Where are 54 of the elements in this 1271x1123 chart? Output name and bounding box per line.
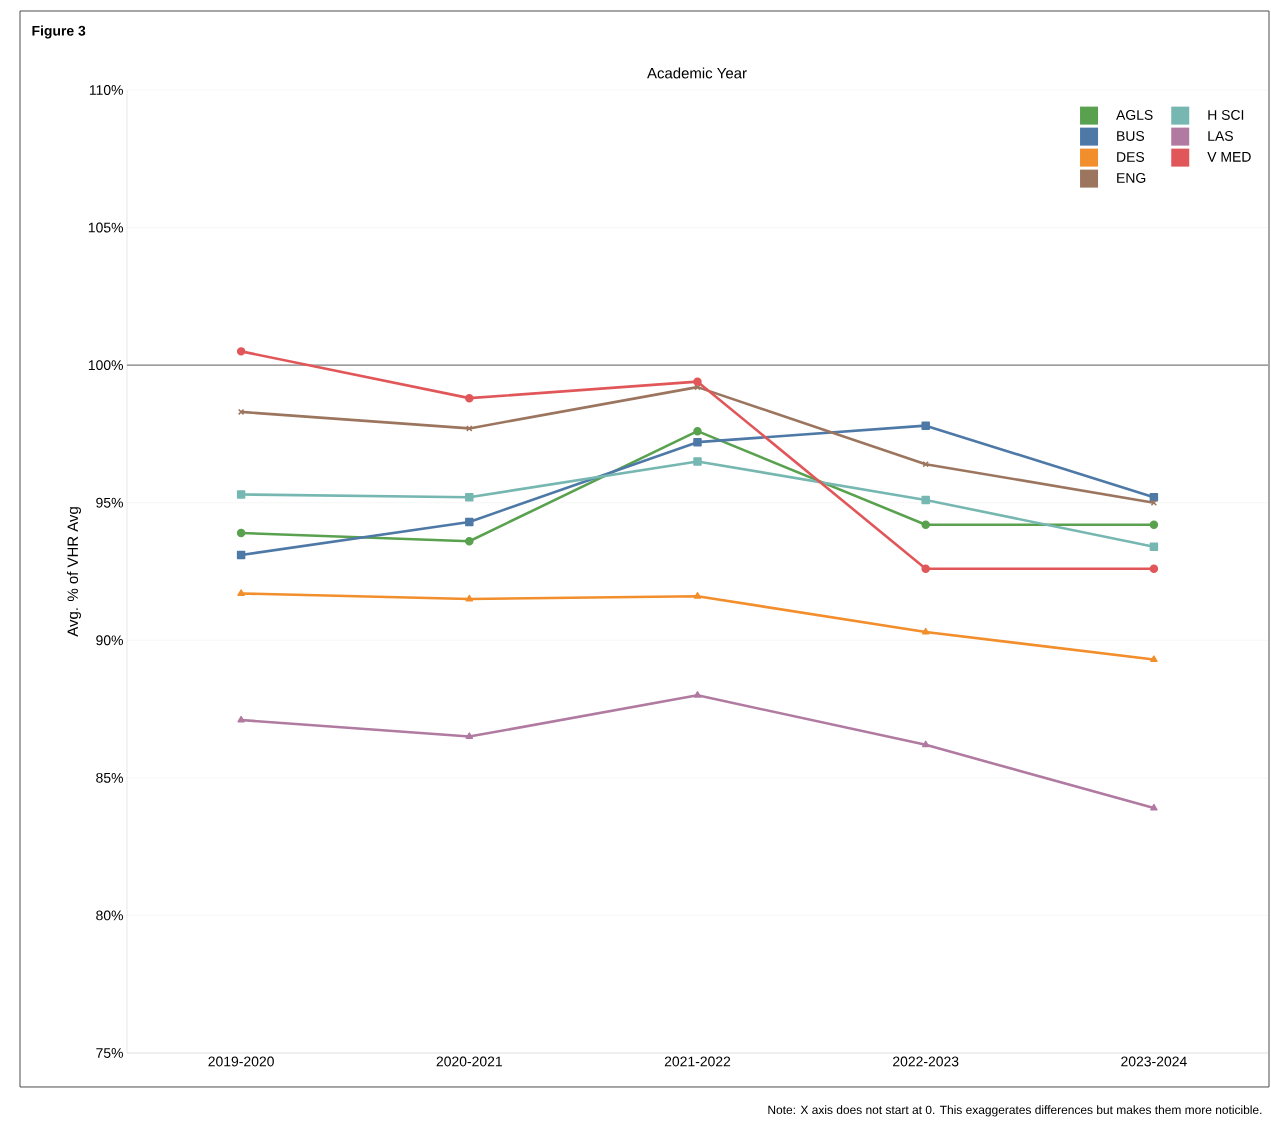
legend-label: DES [1117,151,1145,162]
x-tick-label: 2021-2022 [664,1056,731,1067]
x-tick-label: 2019-2020 [208,1056,274,1067]
chart-title: Figure 3 [32,25,86,39]
legend-label: AGLS [1116,109,1153,120]
point [236,490,246,499]
point [465,594,474,602]
x-tick-label: 2023-2024 [1121,1056,1187,1067]
legend-label: V MED [1207,152,1251,162]
point [465,732,474,740]
x-axis-title: Academic Year [647,67,747,79]
point [693,457,702,466]
point [1150,655,1158,663]
point [465,517,474,527]
point [693,377,702,386]
point [236,347,246,356]
legend-label: BUS [1117,130,1145,141]
y-axis-title: Avg. % of VHR Avg [67,507,81,637]
legend-label: H SCI [1208,109,1244,120]
point [465,536,474,546]
point [1149,520,1159,529]
point [237,589,245,596]
y-tick-label: 95% [96,497,123,508]
point [921,421,930,430]
point [236,550,246,560]
point [693,426,702,436]
point [1150,803,1158,811]
point [237,715,245,723]
point [236,528,246,538]
point [1149,564,1159,573]
point [693,437,702,447]
point [921,564,930,573]
point [237,408,245,416]
y-tick-label: 75% [96,1048,123,1058]
y-tick-label: 80% [96,910,123,921]
y-tick-label: 100% [88,360,123,371]
legend-label: ENG [1117,172,1146,183]
y-tick-label: 85% [96,772,123,783]
point [921,495,930,505]
x-tick-label: 2022-2023 [893,1056,959,1067]
point [465,393,474,403]
y-tick-label: 110% [89,85,123,95]
point [1149,542,1159,551]
y-tick-label: 90% [96,635,123,646]
text: Note: X axis does not start at 0. This exaggerates differences but makes them more noticible. [768,1105,1262,1117]
point [693,691,702,698]
legend-label: LAS [1208,130,1233,141]
point [921,627,930,635]
point [693,592,702,599]
x-tick-label: 2020-2021 [436,1056,502,1067]
point [921,740,930,748]
y-tick-label: 105% [88,222,123,233]
point [465,492,474,502]
point [921,520,930,529]
